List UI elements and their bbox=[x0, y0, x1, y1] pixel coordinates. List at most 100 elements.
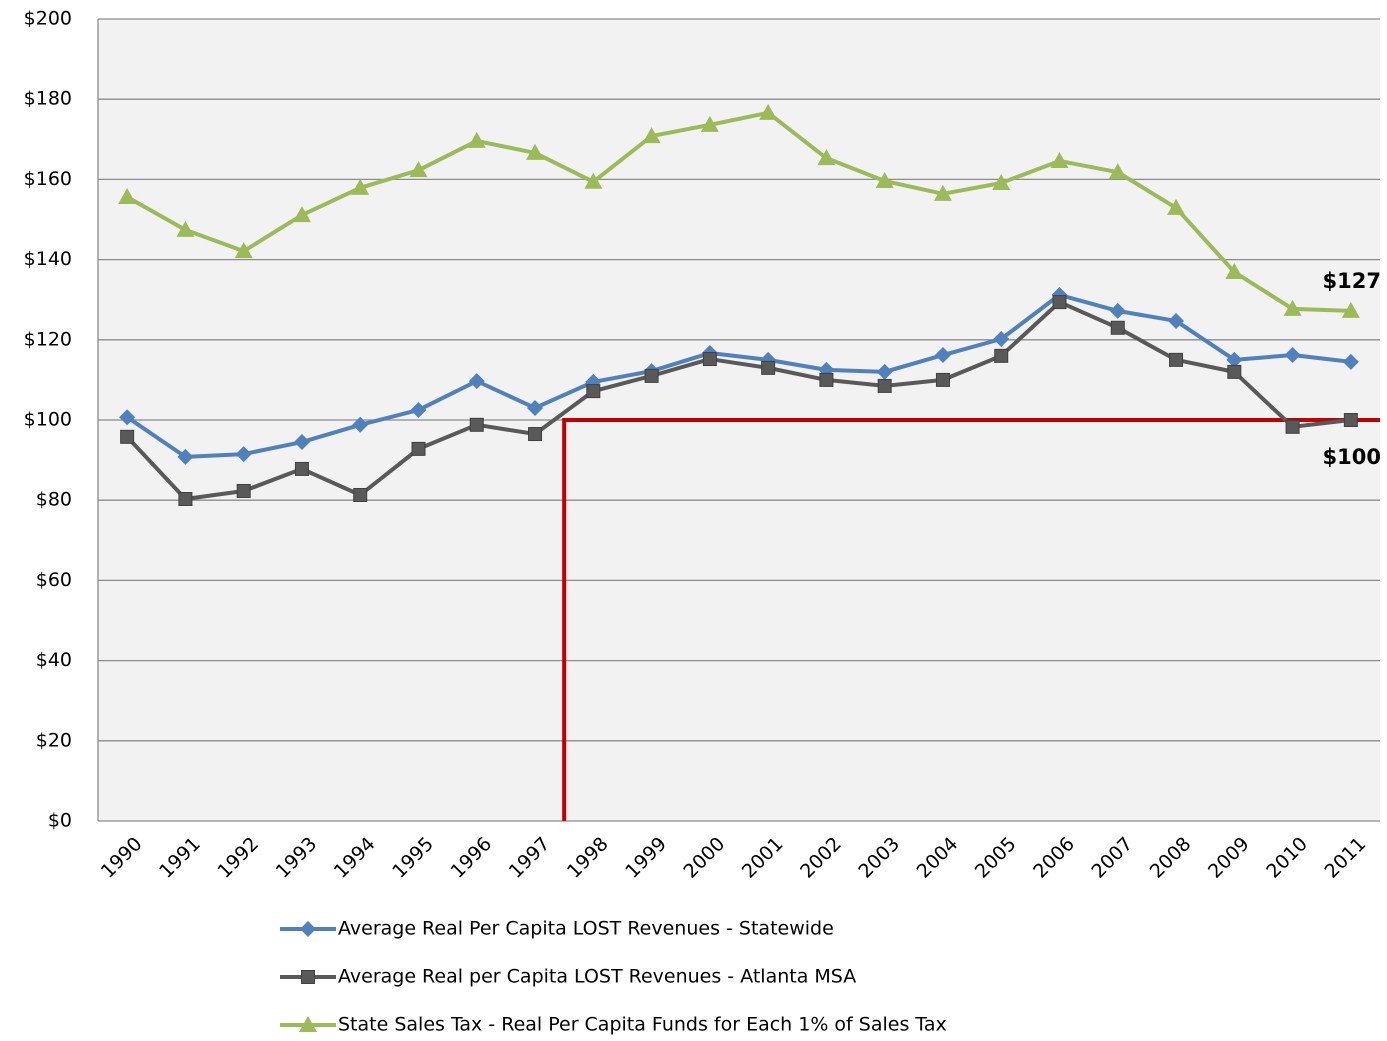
y-tick-label: $40 bbox=[36, 649, 72, 671]
marker bbox=[467, 131, 486, 148]
marker bbox=[235, 446, 252, 463]
marker bbox=[177, 448, 194, 465]
marker bbox=[410, 401, 427, 418]
legend-entry: Average Real Per Capita LOST Revenues - … bbox=[280, 918, 834, 940]
marker bbox=[1225, 263, 1244, 280]
marker bbox=[1343, 413, 1358, 427]
x-tick-label: 2005 bbox=[971, 833, 1021, 883]
x-tick-label: 1990 bbox=[97, 833, 147, 883]
marker bbox=[702, 352, 717, 367]
marker bbox=[876, 363, 893, 380]
marker bbox=[1227, 364, 1242, 379]
x-tick-label: 2002 bbox=[796, 833, 846, 883]
y-tick-label: $160 bbox=[24, 168, 72, 190]
marker bbox=[759, 103, 778, 120]
x-tick-label: 2003 bbox=[854, 833, 904, 883]
marker bbox=[119, 409, 136, 426]
marker bbox=[351, 178, 370, 195]
marker bbox=[411, 441, 426, 456]
annotation: $100 bbox=[1323, 445, 1381, 469]
y-tick-label: $80 bbox=[36, 489, 72, 511]
legend-label: State Sales Tax - Real Per Capita Funds … bbox=[338, 1014, 947, 1036]
x-tick-label: 2006 bbox=[1029, 833, 1079, 883]
x-tick-label: 2011 bbox=[1321, 833, 1371, 883]
y-tick-label: $0 bbox=[48, 810, 72, 832]
series bbox=[118, 103, 1360, 318]
y-tick-label: $20 bbox=[36, 729, 72, 751]
legend-label: Average Real per Capita LOST Revenues - … bbox=[338, 966, 856, 988]
marker bbox=[642, 127, 661, 144]
x-tick-label: 2008 bbox=[1146, 833, 1196, 883]
marker bbox=[817, 149, 836, 166]
marker bbox=[292, 206, 311, 223]
marker bbox=[1226, 351, 1243, 368]
marker bbox=[877, 378, 892, 393]
x-tick-label: 2009 bbox=[1204, 833, 1254, 883]
legend-marker bbox=[301, 970, 315, 984]
y-tick-label: $140 bbox=[24, 248, 72, 270]
marker bbox=[700, 115, 719, 132]
legend-marker bbox=[300, 921, 316, 937]
marker bbox=[236, 483, 251, 498]
x-tick-label: 1991 bbox=[155, 833, 205, 883]
marker bbox=[294, 461, 309, 476]
marker bbox=[934, 347, 951, 364]
marker bbox=[352, 416, 369, 433]
x-tick-label: 2000 bbox=[680, 833, 730, 883]
marker bbox=[1167, 198, 1186, 215]
marker bbox=[1169, 352, 1184, 367]
marker bbox=[992, 174, 1011, 191]
legend-entry: State Sales Tax - Real Per Capita Funds … bbox=[280, 1014, 947, 1036]
x-tick-label: 2010 bbox=[1262, 833, 1312, 883]
marker bbox=[584, 172, 603, 189]
marker bbox=[933, 184, 952, 201]
y-tick-label: $200 bbox=[24, 8, 72, 30]
series-line bbox=[125, 300, 1352, 501]
marker bbox=[526, 143, 545, 160]
y-tick-label: $180 bbox=[24, 88, 72, 110]
marker bbox=[1283, 299, 1302, 316]
marker bbox=[644, 368, 659, 383]
marker bbox=[1052, 295, 1067, 310]
marker bbox=[118, 188, 137, 205]
series-line bbox=[126, 292, 1352, 459]
marker bbox=[993, 330, 1010, 347]
marker bbox=[1284, 347, 1301, 364]
reference-line bbox=[562, 418, 1380, 821]
x-tick-label: 2004 bbox=[913, 833, 963, 883]
marker bbox=[409, 161, 428, 178]
marker bbox=[761, 360, 776, 375]
marker bbox=[178, 491, 193, 506]
x-tick-label: 1998 bbox=[563, 833, 613, 883]
marker bbox=[994, 348, 1009, 363]
marker bbox=[1109, 302, 1126, 319]
x-tick-label: 1994 bbox=[330, 833, 380, 883]
x-tick-label: 1996 bbox=[446, 833, 496, 883]
marker bbox=[468, 373, 485, 390]
x-tick-label: 1995 bbox=[388, 833, 438, 883]
marker bbox=[935, 372, 950, 387]
marker bbox=[176, 220, 195, 237]
legend-label: Average Real Per Capita LOST Revenues - … bbox=[338, 918, 834, 940]
x-tick-label: 1997 bbox=[505, 833, 555, 883]
marker bbox=[353, 487, 368, 502]
series-line bbox=[126, 110, 1351, 313]
annotation: $127 bbox=[1323, 269, 1381, 293]
marker bbox=[1285, 419, 1300, 434]
marker bbox=[469, 417, 484, 432]
marker bbox=[819, 372, 834, 387]
x-tick-label: 2007 bbox=[1087, 833, 1137, 883]
marker bbox=[527, 399, 544, 416]
x-tick-label: 1993 bbox=[272, 833, 322, 883]
y-tick-label: $120 bbox=[24, 328, 72, 350]
marker bbox=[586, 384, 601, 399]
marker bbox=[528, 427, 543, 442]
series bbox=[120, 295, 1358, 506]
x-tick-label: 1992 bbox=[213, 833, 263, 883]
marker bbox=[1168, 312, 1185, 329]
x-tick-label: 2001 bbox=[738, 833, 788, 883]
marker bbox=[293, 434, 310, 451]
legend-marker bbox=[299, 1016, 317, 1032]
marker bbox=[120, 429, 135, 444]
